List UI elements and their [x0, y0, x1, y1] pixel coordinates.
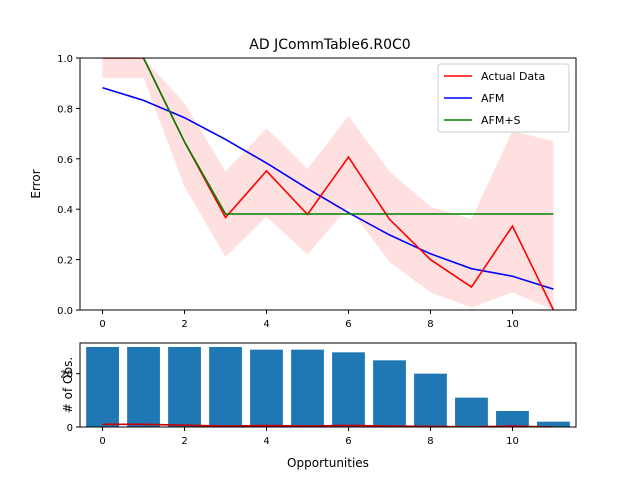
observation-bar [250, 349, 283, 427]
observation-bar [127, 347, 160, 427]
y-tick-label: 20 [60, 370, 73, 381]
x-tick-label: 8 [427, 436, 433, 447]
y-tick-label: 0 [67, 423, 73, 434]
observation-bar [455, 397, 488, 427]
x-tick-label: 10 [506, 436, 519, 447]
legend: Actual Data AFM AFM+S [437, 63, 570, 133]
observation-bar [537, 421, 570, 427]
observation-bar [373, 360, 406, 427]
observation-bar [168, 347, 201, 427]
bottom-axis-ticks: 0 2 4 6 8 10 0 20 [60, 370, 519, 447]
confidence-band-area [102, 58, 554, 310]
error-plot: AD JCommTable6.R0C0 0 2 4 6 8 100.00.20.40.60… [29, 37, 577, 330]
series-line-afm-s [141, 58, 554, 215]
observation-bar [86, 347, 119, 427]
bottom-xlabel: Opportunities [287, 456, 369, 470]
chart-title: AD JCommTable6.R0C0 [249, 37, 410, 53]
top-ylabel: Error [29, 169, 43, 198]
top-plot-frame [79, 57, 577, 311]
x-tick-label: 10 [506, 319, 519, 330]
x-tick-label: 4 [263, 319, 269, 330]
observation-bar [496, 411, 529, 427]
x-tick-label: 2 [181, 319, 187, 330]
y-tick-label: 0.0 [57, 306, 73, 317]
x-tick-label: 2 [181, 436, 187, 447]
y-tick-label: 0.4 [57, 205, 73, 216]
x-tick-label: 0 [99, 319, 105, 330]
legend-label: Actual Data [481, 70, 545, 83]
observation-bar [332, 352, 365, 427]
x-tick-label: 6 [345, 319, 351, 330]
y-tick-label: 0.8 [57, 104, 73, 115]
top-axis-ticks: 0 2 4 6 8 10 0.0 0.2 0.4 0.6 0.8 1.0 [57, 54, 519, 330]
x-tick-label: 4 [263, 436, 269, 447]
observation-bar [209, 347, 242, 427]
legend-label: AFM+S [481, 114, 521, 127]
bottom-ylabel: # of Obs. [61, 357, 75, 413]
observation-bar [414, 373, 447, 427]
legend-label: AFM [481, 92, 504, 105]
x-tick-label: 6 [345, 436, 351, 447]
x-tick-label: 8 [427, 319, 433, 330]
bottom-plot-frame [79, 342, 577, 428]
y-tick-label: 0.2 [57, 256, 73, 267]
confidence-band [102, 58, 554, 310]
y-tick-label: 1.0 [57, 54, 73, 65]
y-tick-label: 0.6 [57, 155, 73, 166]
observation-bar [291, 349, 324, 427]
series-lines [102, 58, 555, 310]
x-tick-label: 0 [99, 436, 105, 447]
series-line-afm [102, 86, 554, 290]
legend-box [437, 63, 570, 133]
observations-plot: 0 2 4 6 8 10 0 20 # of Obs. Opportunities [60, 342, 577, 470]
observation-bars [86, 347, 570, 427]
